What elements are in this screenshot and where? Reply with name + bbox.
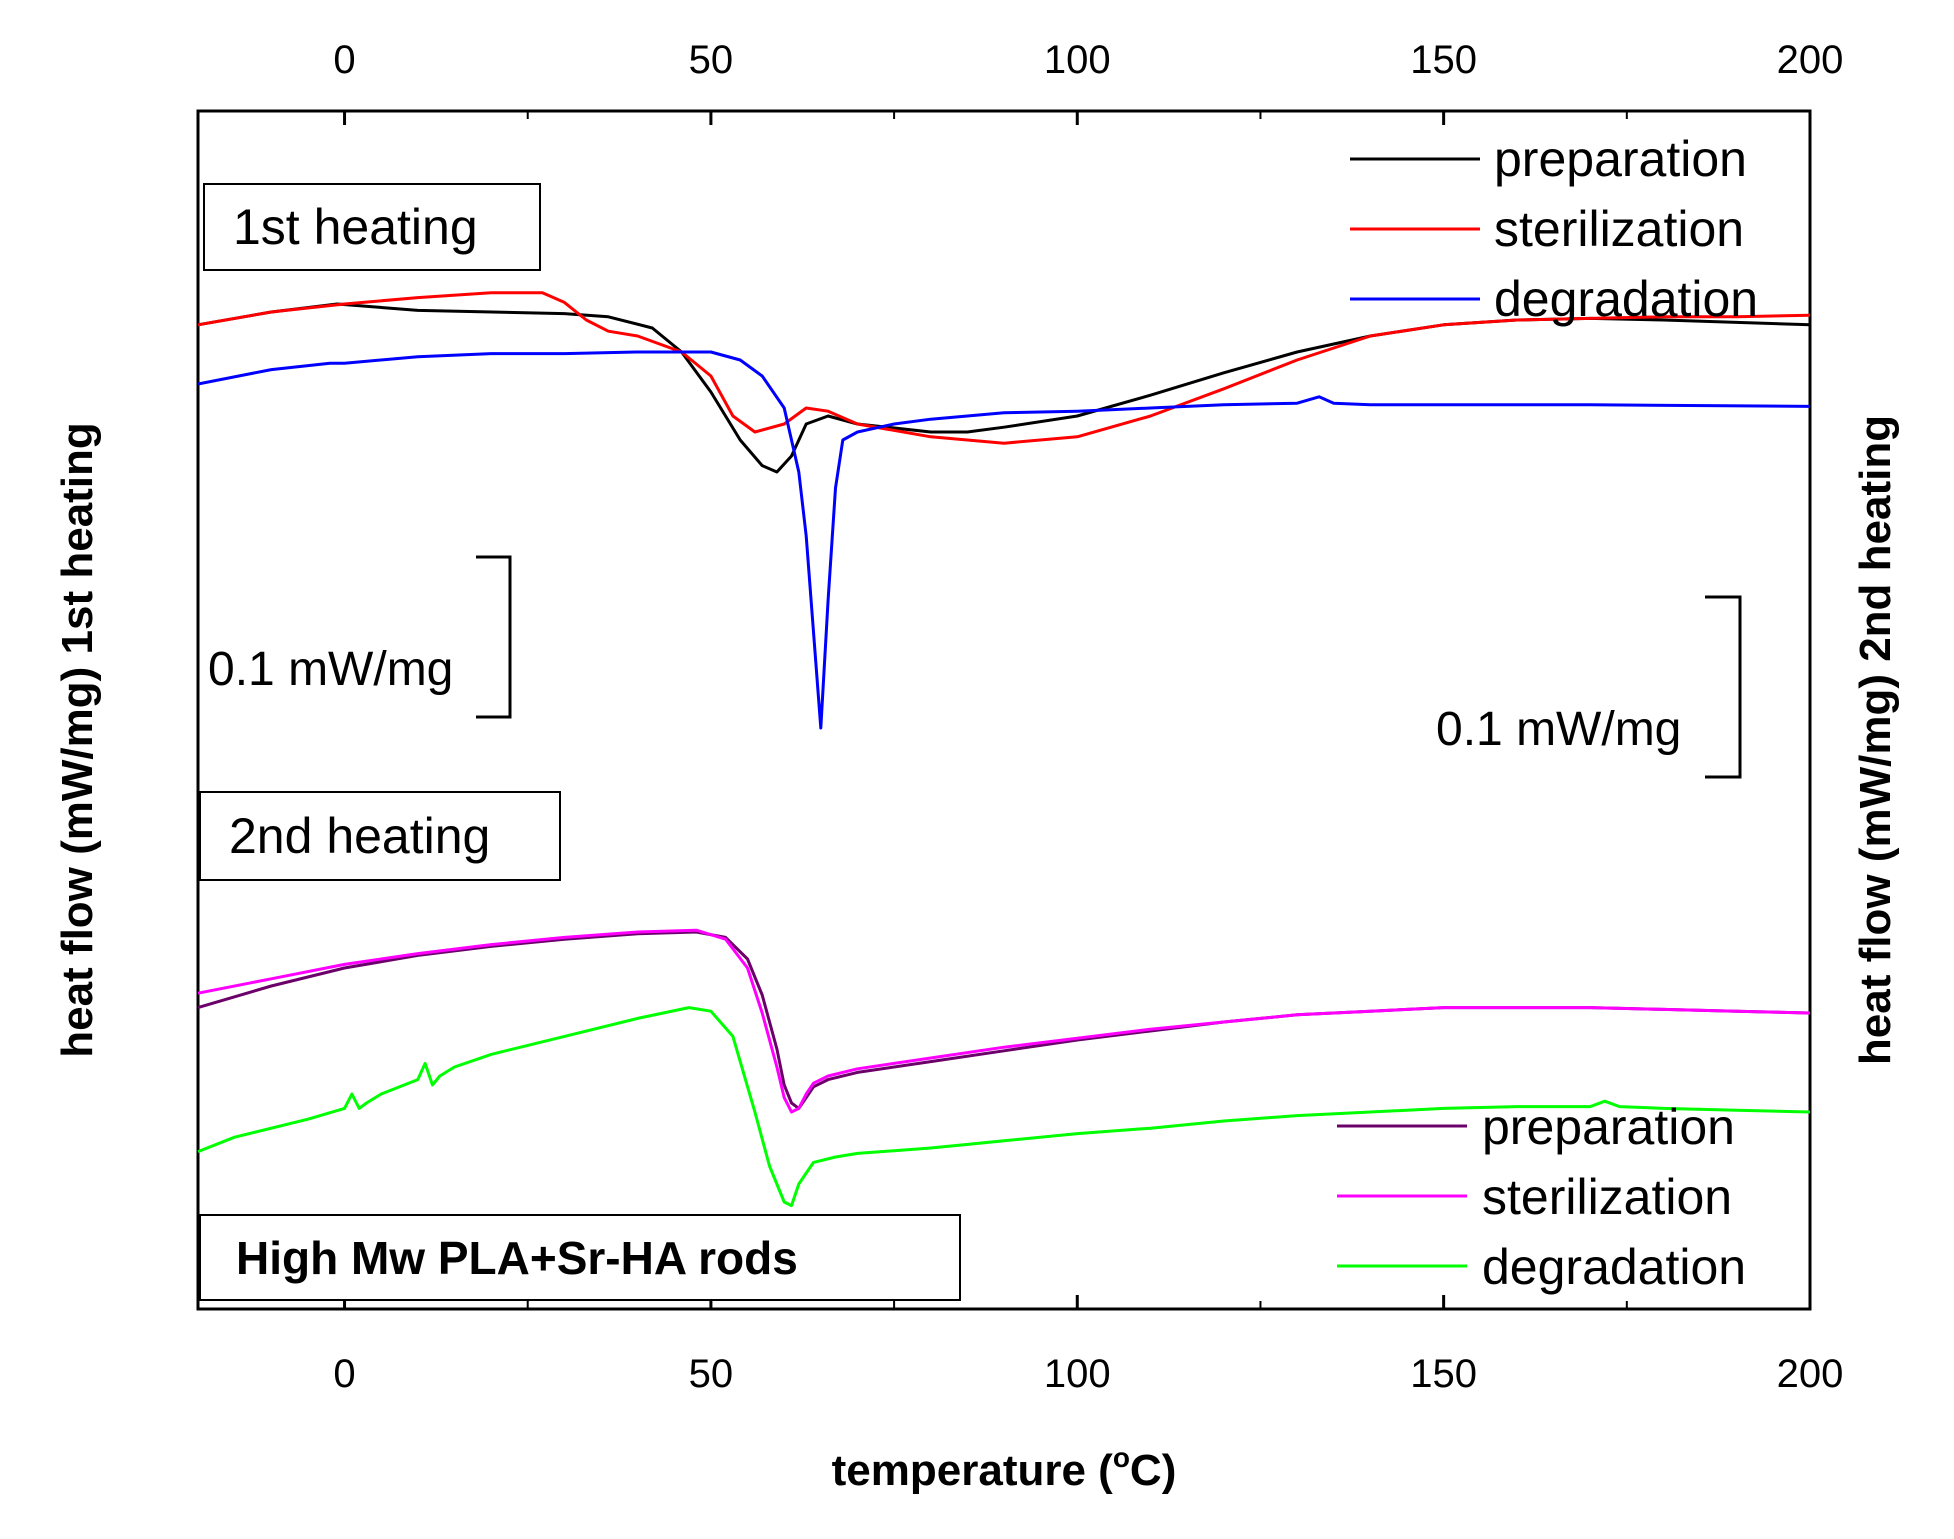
panel-label-1st-heating: 1st heating (203, 183, 541, 271)
scale-bar-2nd: 0.1 mW/mg (1436, 595, 1742, 779)
x-axis-title-base: temperature ( (832, 1446, 1114, 1495)
axis-ticks: 0 0 50 50 100 100 150 150 200 200 (333, 38, 1843, 1396)
legend-label-sterilization-1st: sterilization (1494, 201, 1744, 257)
sample-label-text: High Mw PLA+Sr-HA rods (236, 1232, 798, 1284)
x-tick-label-top-150: 150 (1410, 38, 1477, 82)
curve-sterilization-2nd-heating (197, 928, 1811, 1114)
x-tick-label-bottom-0: 0 (333, 1352, 355, 1396)
x-tick-label-bottom-50: 50 (689, 1352, 734, 1396)
x-tick-label-top-0: 0 (333, 38, 355, 82)
scale-bar-2nd-text: 0.1 mW/mg (1436, 703, 1681, 756)
legend-label-sterilization-2nd: sterilization (1482, 1169, 1732, 1225)
curve-sterilization-1st-heating (197, 291, 1811, 445)
legend-1st-heating: preparation sterilization degradation (1350, 131, 1758, 327)
panel-label-2nd-heating-text: 2nd heating (229, 808, 490, 864)
y-axis-title-right: heat flow (mW/mg) 2nd heating (1851, 415, 1900, 1065)
sample-label: High Mw PLA+Sr-HA rods (199, 1214, 961, 1301)
panel-label-2nd-heating: 2nd heating (199, 791, 561, 881)
scale-bar-1st-text: 0.1 mW/mg (208, 643, 453, 696)
curve-degradation-1st-heating (197, 350, 1811, 730)
legend-2nd-heating: preparation sterilization degradation (1337, 1099, 1746, 1295)
legend-label-degradation-2nd: degradation (1482, 1239, 1746, 1295)
x-tick-label-bottom-200: 200 (1777, 1352, 1844, 1396)
x-tick-label-top-50: 50 (689, 38, 734, 82)
panel-label-1st-heating-text: 1st heating (233, 199, 478, 255)
x-tick-label-bottom-150: 150 (1410, 1352, 1477, 1396)
x-axis-title-unit: C) (1130, 1446, 1176, 1495)
legend-label-preparation-1st: preparation (1494, 131, 1747, 187)
y-axis-title-left: heat flow (mW/mg) 1st heating (53, 422, 102, 1058)
curve-degradation-2nd-heating (197, 1006, 1811, 1208)
scale-bar-1st: 0.1 mW/mg (208, 555, 512, 719)
x-tick-label-top-200: 200 (1777, 38, 1844, 82)
legend-label-degradation-1st: degradation (1494, 271, 1758, 327)
plot-frame (196, 109, 1812, 1311)
curve-preparation-1st-heating (197, 302, 1811, 474)
curves (197, 291, 1811, 1208)
legend-label-preparation-2nd: preparation (1482, 1099, 1735, 1155)
x-axis-title: temperature (oC) (832, 1442, 1177, 1495)
x-tick-label-bottom-100: 100 (1044, 1352, 1111, 1396)
x-tick-label-top-100: 100 (1044, 38, 1111, 82)
x-axis-title-sup: o (1113, 1442, 1130, 1473)
curve-preparation-2nd-heating (197, 930, 1811, 1110)
